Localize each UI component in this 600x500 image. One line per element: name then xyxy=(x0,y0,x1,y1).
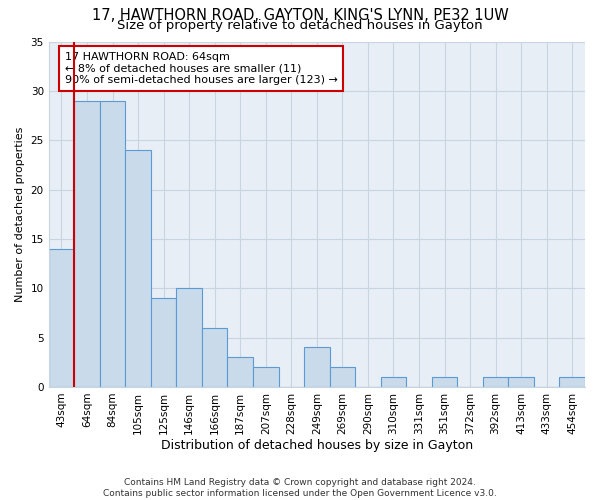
Bar xyxy=(176,288,202,387)
Bar xyxy=(151,298,176,387)
Bar xyxy=(508,377,534,387)
Y-axis label: Number of detached properties: Number of detached properties xyxy=(15,126,25,302)
Bar xyxy=(49,249,74,387)
Bar xyxy=(483,377,508,387)
Bar xyxy=(125,150,151,387)
Text: Contains HM Land Registry data © Crown copyright and database right 2024.
Contai: Contains HM Land Registry data © Crown c… xyxy=(103,478,497,498)
Text: 17, HAWTHORN ROAD, GAYTON, KING'S LYNN, PE32 1UW: 17, HAWTHORN ROAD, GAYTON, KING'S LYNN, … xyxy=(92,8,508,22)
Text: Size of property relative to detached houses in Gayton: Size of property relative to detached ho… xyxy=(117,18,483,32)
Text: 17 HAWTHORN ROAD: 64sqm
← 8% of detached houses are smaller (11)
90% of semi-det: 17 HAWTHORN ROAD: 64sqm ← 8% of detached… xyxy=(65,52,338,85)
Bar xyxy=(304,348,329,387)
Bar xyxy=(227,358,253,387)
Bar xyxy=(100,100,125,387)
Bar xyxy=(559,377,585,387)
X-axis label: Distribution of detached houses by size in Gayton: Distribution of detached houses by size … xyxy=(161,440,473,452)
Bar xyxy=(74,100,100,387)
Bar xyxy=(202,328,227,387)
Bar xyxy=(380,377,406,387)
Bar xyxy=(432,377,457,387)
Bar xyxy=(329,367,355,387)
Bar xyxy=(253,367,278,387)
